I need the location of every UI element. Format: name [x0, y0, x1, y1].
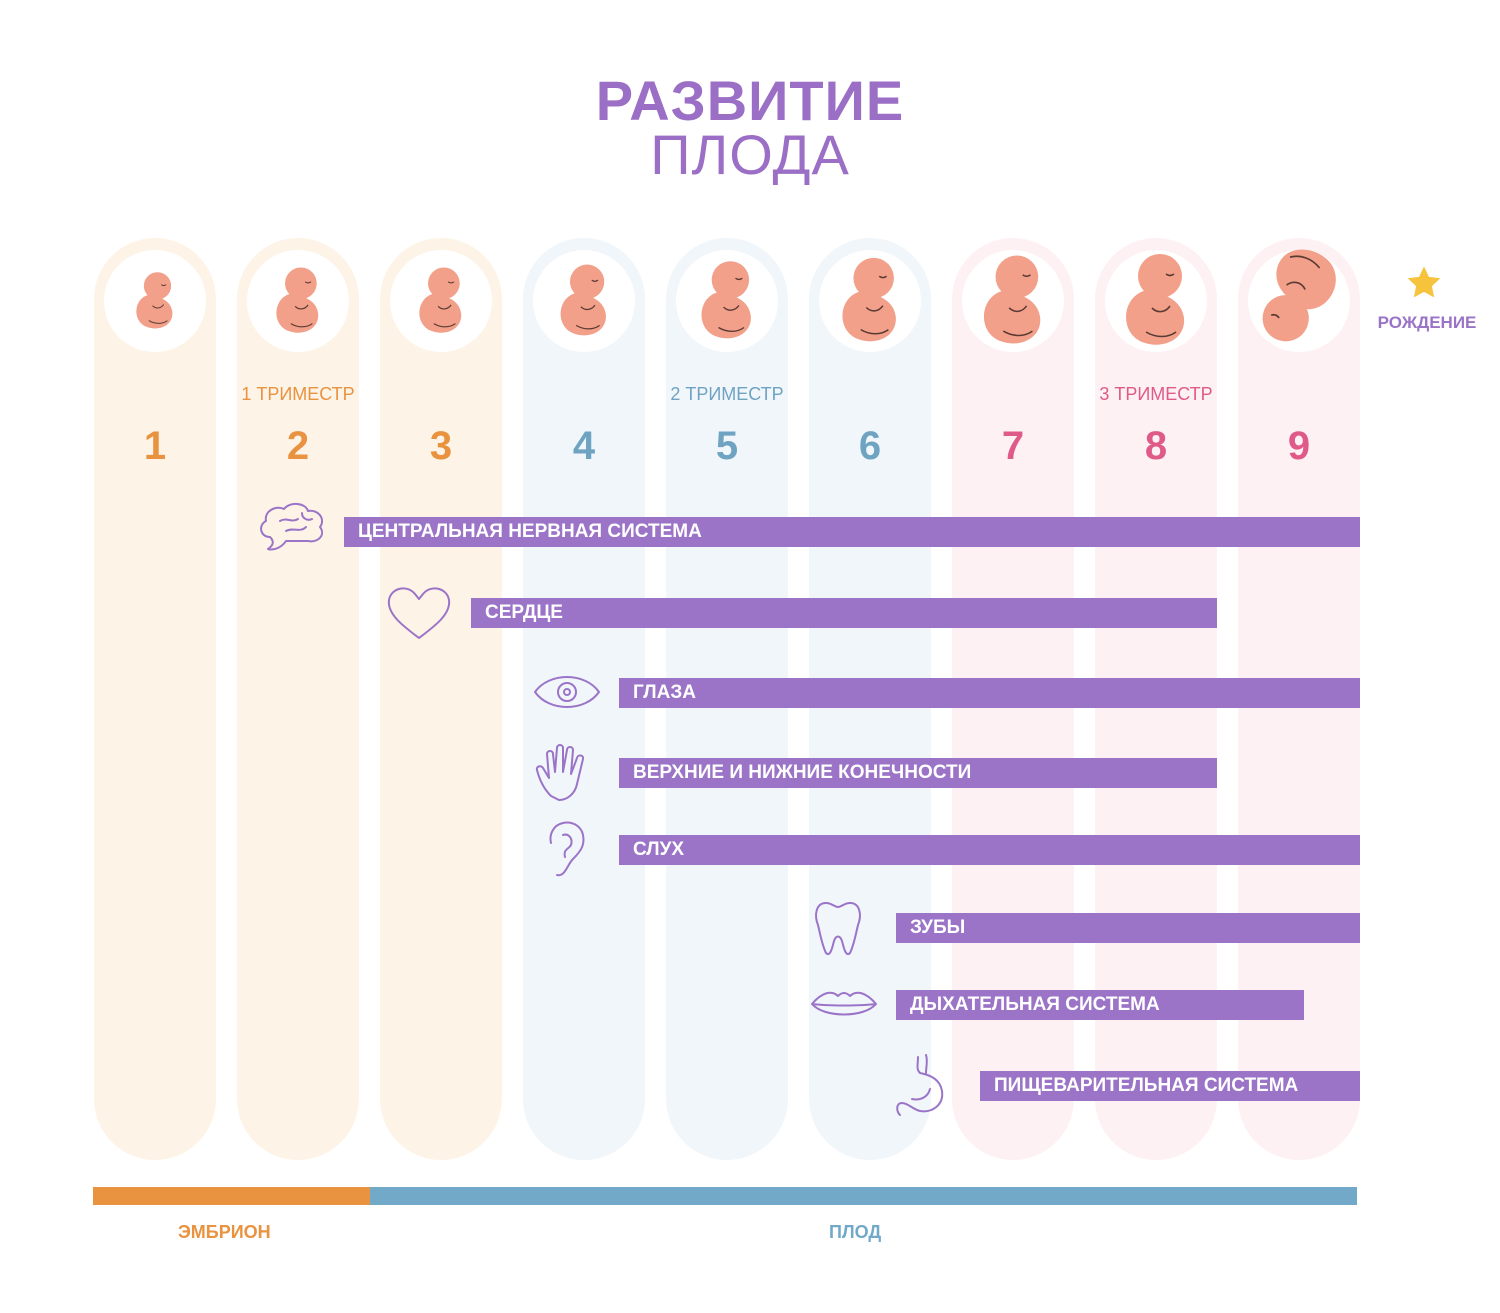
- title-line2: ПЛОДА: [650, 123, 850, 186]
- fetus-icon: [276, 267, 319, 333]
- fetus-stage-bar: [370, 1187, 1357, 1205]
- tooth-icon: [815, 902, 861, 955]
- trimester-label-1: 1 ТРИМЕСТР: [241, 384, 355, 404]
- birth-label: РОЖДЕНИЕ: [1377, 313, 1477, 332]
- month-number-3: 3: [429, 424, 453, 468]
- eye-icon: [534, 676, 600, 708]
- trimester-label-2: 2 ТРИМЕСТР: [670, 384, 784, 404]
- trimester-label-3: 3 ТРИМЕСТР: [1099, 384, 1213, 404]
- month-number-8: 8: [1144, 424, 1168, 468]
- fetus-icon: [560, 264, 606, 336]
- month-number-7: 7: [1001, 424, 1025, 468]
- brain-icon: [260, 503, 324, 551]
- fetus-icon: [136, 272, 173, 329]
- fetus-icon: [1126, 254, 1185, 345]
- month-number-2: 2: [286, 424, 310, 468]
- fetus-icon: [1262, 249, 1336, 342]
- system-bar: ГЛАЗА: [619, 678, 1360, 708]
- embryo-stage-label: ЭМБРИОН: [178, 1222, 271, 1242]
- stomach-icon: [896, 1054, 944, 1116]
- heart-icon: [387, 587, 451, 639]
- fetus-icon: [842, 257, 896, 342]
- month-number-1: 1: [143, 424, 167, 468]
- system-bar: СЛУХ: [619, 835, 1360, 865]
- fetus-stage-label: ПЛОД: [829, 1222, 882, 1242]
- fetus-icon: [419, 267, 462, 333]
- month-column-1: [94, 238, 216, 1160]
- system-bar: ВЕРХНИЕ И НИЖНИЕ КОНЕЧНОСТИ: [619, 758, 1217, 788]
- month-column-2: [237, 238, 359, 1160]
- month-number-9: 9: [1287, 424, 1311, 468]
- fetus-icon: [701, 261, 751, 339]
- hand-icon: [535, 744, 585, 801]
- fetus-icon: [983, 255, 1041, 344]
- system-bar: ЦЕНТРАЛЬНАЯ НЕРВНАЯ СИСТЕМА: [344, 517, 1360, 547]
- month-number-6: 6: [858, 424, 882, 468]
- system-bar: ЗУБЫ: [896, 913, 1360, 943]
- month-number-5: 5: [715, 424, 739, 468]
- ear-icon: [549, 821, 585, 877]
- month-number-4: 4: [572, 424, 596, 468]
- system-bar: ДЫХАТЕЛЬНАЯ СИСТЕМА: [896, 990, 1304, 1020]
- month-column-3: [380, 238, 502, 1160]
- lips-icon: [811, 991, 877, 1016]
- title-line1: РАЗВИТИЕ: [595, 69, 905, 132]
- star-icon: [1407, 266, 1441, 298]
- system-bar: СЕРДЦЕ: [471, 598, 1217, 628]
- system-bar: ПИЩЕВАРИТЕЛЬНАЯ СИСТЕМА: [980, 1071, 1360, 1101]
- embryo-stage-bar: [93, 1187, 370, 1205]
